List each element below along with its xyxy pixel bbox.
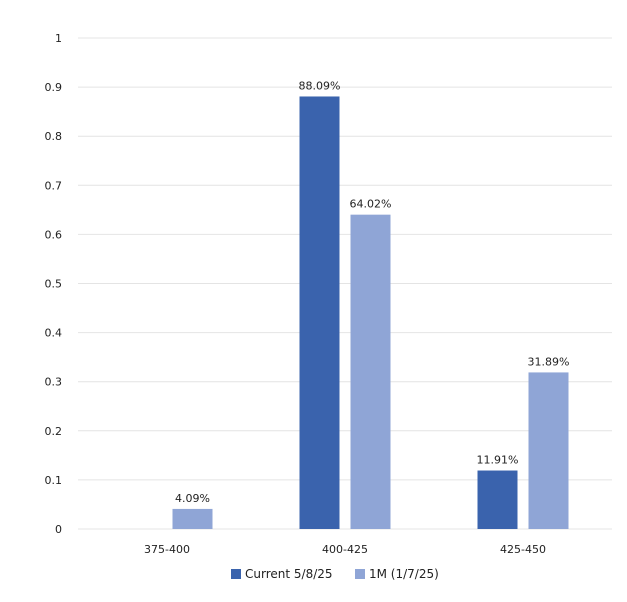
data-label: 88.09% [299, 79, 341, 92]
y-tick-label: 0.2 [45, 425, 63, 438]
bar-1m-400-425[interactable] [350, 214, 391, 529]
y-tick-label: 0.8 [45, 130, 63, 143]
legend-swatch [231, 569, 241, 579]
y-tick-label: 0.3 [45, 376, 63, 389]
y-tick-label: 0.4 [45, 327, 63, 340]
x-tick-label: 400-425 [322, 543, 368, 556]
legend-swatch [355, 569, 365, 579]
y-tick-label: 0 [55, 523, 62, 536]
data-label: 4.09% [175, 492, 210, 505]
y-tick-label: 0.1 [45, 474, 63, 487]
data-label: 64.02% [350, 198, 392, 211]
legend[interactable]: Current 5/8/25 1M (1/7/25) [231, 567, 439, 581]
y-tick-label: 1 [55, 32, 62, 45]
data-label: 31.89% [528, 355, 570, 368]
legend-label: 1M (1/7/25) [369, 567, 439, 581]
legend-item-current[interactable]: Current 5/8/25 [231, 567, 333, 581]
y-tick-label: 0.9 [45, 81, 63, 94]
y-tick-label: 0.7 [45, 179, 63, 192]
x-axis-ticks: 375-400 400-425 425-450 [144, 543, 546, 556]
data-label: 11.91% [477, 454, 519, 467]
bar-current-425-450[interactable] [477, 470, 518, 529]
y-tick-label: 0.5 [45, 278, 63, 291]
x-tick-label: 375-400 [144, 543, 190, 556]
gridlines [78, 37, 612, 530]
data-labels: 88.09% 11.91% 4.09% 64.02% 31.89% [175, 79, 569, 504]
bars [172, 96, 569, 530]
bar-current-400-425[interactable] [299, 96, 340, 530]
legend-label: Current 5/8/25 [245, 567, 333, 581]
bar-1m-425-450[interactable] [528, 372, 569, 529]
x-tick-label: 425-450 [500, 543, 546, 556]
legend-item-1m[interactable]: 1M (1/7/25) [355, 567, 439, 581]
bar-1m-375-400[interactable] [172, 508, 213, 529]
y-tick-label: 0.6 [45, 228, 63, 241]
y-axis-ticks: 0 0.1 0.2 0.3 0.4 0.5 0.6 0.7 0.8 0.9 1 [45, 32, 63, 536]
